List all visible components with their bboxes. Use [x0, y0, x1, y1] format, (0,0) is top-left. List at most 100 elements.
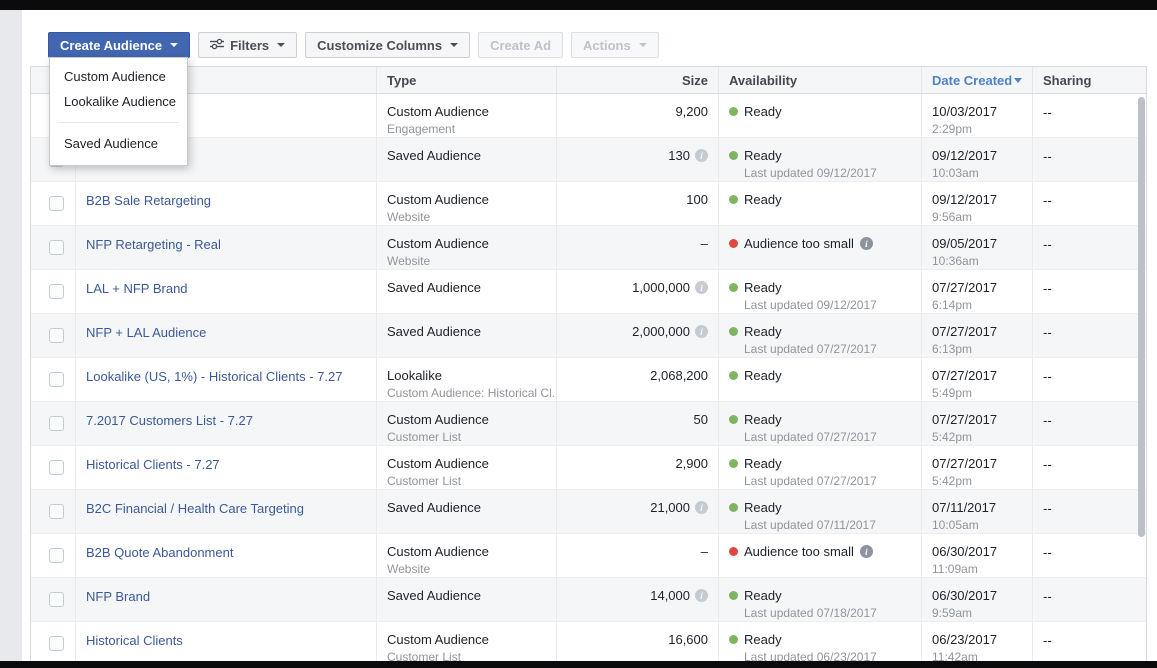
checkbox-cell [31, 182, 76, 225]
status-dot [729, 239, 738, 248]
size-value: 1,000,000 [632, 280, 690, 295]
create-audience-button[interactable]: Create Audience [48, 32, 191, 58]
availability-cell: Ready Last updated 09/12/2017 [719, 270, 922, 313]
info-icon[interactable] [859, 237, 873, 250]
checkbox-cell [31, 534, 76, 577]
row-checkbox[interactable] [49, 372, 64, 387]
audience-name-link[interactable]: B2B Quote Abandonment [86, 545, 234, 560]
time-created-value: 11:42am [932, 650, 978, 664]
info-icon[interactable] [695, 149, 708, 162]
status-label: Audience too small [744, 544, 854, 559]
row-checkbox[interactable] [49, 504, 64, 519]
date-created-value: 09/05/2017 [932, 236, 998, 251]
info-icon[interactable] [859, 545, 873, 558]
row-checkbox[interactable] [49, 636, 64, 651]
availability-cell: Ready Last updated 06/23/2017 [719, 622, 922, 665]
size-value: 21,000 [650, 500, 690, 515]
audience-name-link[interactable]: NFP + LAL Audience [86, 325, 207, 340]
sharing-value: -- [1043, 633, 1052, 648]
name-cell: Historical Clients - 7.27 [76, 446, 377, 489]
vertical-scrollbar[interactable] [1138, 97, 1145, 537]
menu-item-saved-audience[interactable]: Saved Audience [64, 136, 158, 151]
type-cell: Lookalike Custom Audience: Historical Cl… [377, 358, 557, 401]
info-icon[interactable] [695, 589, 708, 602]
type-label: Custom Audience [387, 412, 489, 427]
row-checkbox[interactable] [49, 592, 64, 607]
info-icon[interactable] [695, 501, 708, 514]
date-created-cell: 07/27/2017 6:13pm [922, 314, 1033, 357]
row-checkbox[interactable] [49, 196, 64, 211]
time-created-value: 9:59am [932, 606, 973, 620]
checkbox-cell [31, 578, 76, 621]
table-row: Historical Clients - 7.27 Custom Audienc… [31, 446, 1146, 490]
date-created-cell: 07/27/2017 5:42pm [922, 446, 1033, 489]
filters-button[interactable]: Filters [198, 32, 298, 58]
audience-name-link[interactable]: B2C Financial / Health Care Targeting [86, 501, 304, 516]
type-label: Custom Audience [387, 104, 489, 119]
header-size[interactable]: Size [557, 67, 719, 93]
info-icon[interactable] [695, 325, 708, 338]
availability-cell: Ready [719, 94, 922, 137]
status-dot [729, 503, 738, 512]
checkbox-cell [31, 446, 76, 489]
menu-item-lookalike-audience[interactable]: Lookalike Audience [64, 94, 177, 109]
table-row: NFP Brand Saved Audience 14,000 Ready La… [31, 578, 1146, 622]
name-cell: 7.2017 Customers List - 7.27 [76, 402, 377, 445]
header-sharing[interactable]: Sharing [1043, 72, 1092, 88]
toolbar: Create Audience Filters Customize Column… [48, 32, 659, 58]
row-checkbox[interactable] [49, 416, 64, 431]
bottom-black-bar [0, 661, 1157, 668]
top-black-bar [0, 0, 1157, 10]
sharing-cell: -- [1033, 314, 1148, 357]
header-availability[interactable]: Availability [719, 67, 922, 93]
size-cell: – [557, 534, 719, 577]
audience-name-link[interactable]: Historical Clients - 7.27 [86, 457, 220, 472]
info-icon[interactable] [695, 281, 708, 294]
size-cell: 100 [557, 182, 719, 225]
audience-name-link[interactable]: Lookalike (US, 1%) - Historical Clients … [86, 369, 343, 384]
date-created-value: 07/27/2017 [932, 280, 998, 295]
date-created-cell: 06/23/2017 11:42am [922, 622, 1033, 665]
row-checkbox[interactable] [49, 548, 64, 563]
name-cell [76, 94, 377, 137]
size-cell: 21,000 [557, 490, 719, 533]
last-updated-label: Last updated 09/12/2017 [744, 298, 877, 312]
name-cell: NFP Retargeting - Real [76, 226, 377, 269]
row-checkbox[interactable] [49, 284, 64, 299]
date-created-cell: 10/03/2017 2:29pm [922, 94, 1033, 137]
audience-name-link[interactable]: Historical Clients [86, 633, 183, 648]
audience-name-link[interactable]: B2B Sale Retargeting [86, 193, 212, 208]
type-label: Custom Audience [387, 456, 489, 471]
name-cell: NFP + LAL Audience [76, 314, 377, 357]
row-checkbox[interactable] [49, 240, 64, 255]
checkbox-cell [31, 490, 76, 533]
filters-icon [210, 38, 225, 53]
header-date-created[interactable]: Date Created [922, 67, 1033, 93]
customize-columns-button[interactable]: Customize Columns [305, 32, 471, 58]
audience-name-link[interactable]: LAL + NFP Brand [86, 281, 188, 296]
type-cell: Custom Audience Website [377, 534, 557, 577]
size-value: 16,600 [668, 632, 708, 647]
menu-separator [58, 122, 179, 123]
size-cell: 14,000 [557, 578, 719, 621]
audience-name-link[interactable]: 7.2017 Customers List - 7.27 [86, 413, 253, 428]
time-created-value: 5:42pm [932, 430, 973, 444]
table-row: LAL + NFP Brand Saved Audience 1,000,000… [31, 270, 1146, 314]
size-value: – [700, 544, 708, 559]
row-checkbox[interactable] [49, 460, 64, 475]
status-label: Ready [744, 192, 782, 207]
table-row: NFP + LAL Audience Saved Audience 2,000,… [31, 314, 1146, 358]
menu-item-custom-audience[interactable]: Custom Audience [64, 69, 166, 84]
audience-name-link[interactable]: NFP Retargeting - Real [86, 237, 221, 252]
audience-name-link[interactable]: NFP Brand [86, 589, 151, 604]
sharing-value: -- [1043, 501, 1052, 516]
sharing-cell: -- [1033, 138, 1148, 181]
last-updated-label: Last updated 06/23/2017 [744, 650, 877, 664]
time-created-value: 2:29pm [932, 122, 973, 136]
row-checkbox[interactable] [49, 328, 64, 343]
name-cell: B2C Financial / Health Care Targeting [76, 490, 377, 533]
header-type[interactable]: Type [377, 67, 557, 93]
table-row: Custom Audience Engagement 9,200 Ready 1… [31, 94, 1146, 138]
sharing-value: -- [1043, 413, 1052, 428]
